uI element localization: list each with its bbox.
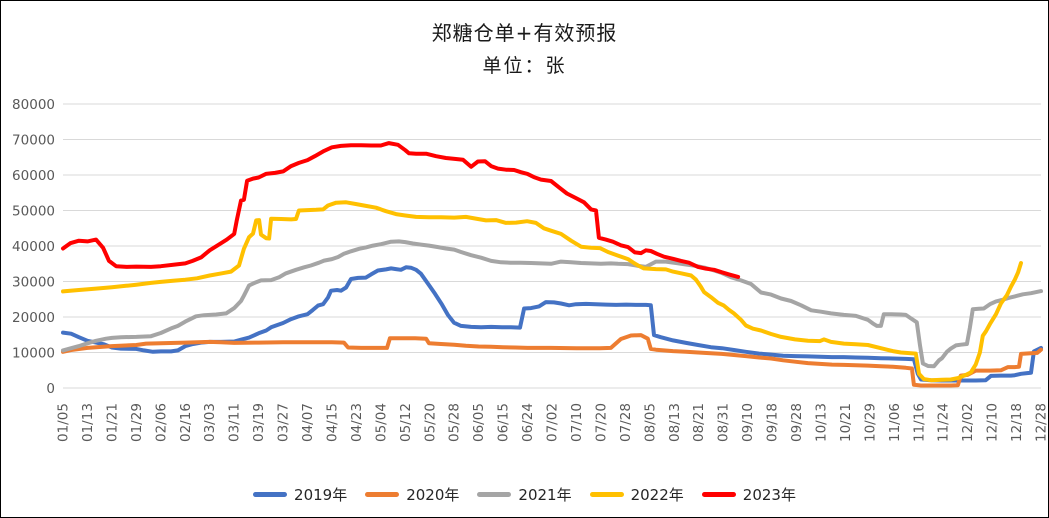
- x-axis-tick-label: 08/05: [642, 403, 658, 442]
- x-axis-tick-label: 07/28: [618, 403, 634, 442]
- x-axis-tick-label: 08/31: [716, 403, 732, 442]
- x-axis-tick-label: 04/07: [300, 403, 316, 442]
- y-axis-tick-label: 30000: [12, 275, 55, 291]
- x-axis-tick-label: 04/23: [349, 403, 365, 442]
- legend-swatch-2022: [589, 492, 624, 497]
- series-line-2020: [61, 333, 1043, 388]
- series-line-2021: [61, 239, 1043, 369]
- y-axis-tick-label: 20000: [12, 310, 55, 326]
- x-axis-tick-label: 06/24: [520, 403, 536, 442]
- x-axis-tick-label: 02/06: [153, 403, 169, 442]
- x-axis-tick-label: 05/12: [398, 403, 414, 442]
- y-axis-tick-label: 50000: [12, 204, 55, 220]
- y-axis-tick-label: 10000: [12, 346, 55, 362]
- legend-label-2023: 2023年: [742, 486, 796, 504]
- x-axis-tick-label: 11/24: [936, 403, 952, 442]
- x-axis-tick-label: 07/02: [545, 403, 561, 442]
- x-axis-tick-label: 03/11: [227, 403, 243, 442]
- legend-swatch-2020: [365, 492, 400, 497]
- x-axis-tick-label: 01/21: [104, 403, 120, 442]
- series-line-2022: [61, 200, 1023, 383]
- legend-item-2023: 2023年: [701, 484, 796, 505]
- x-axis-tick-label: 06/05: [471, 403, 487, 442]
- legend-swatch-2019: [253, 492, 288, 497]
- x-axis-tick-label: 03/19: [251, 403, 267, 442]
- x-axis-tick-label: 08/21: [691, 403, 707, 442]
- x-axis-tick-label: 05/04: [373, 403, 389, 442]
- legend-label-2020: 2020年: [406, 486, 460, 504]
- chart-subtitle: 单位：张: [482, 55, 567, 77]
- x-axis-tick-label: 01/13: [80, 403, 96, 442]
- y-axis-tick-label: 40000: [12, 239, 55, 255]
- x-axis-tick-label: 08/13: [667, 403, 683, 442]
- x-axis-tick-label: 10/21: [838, 403, 854, 442]
- legend: 2019年 2020年 2021年 2022年 2023年: [1, 484, 1048, 505]
- y-axis-tick-label: 60000: [12, 168, 55, 184]
- x-axis-tick-label: 11/16: [911, 403, 927, 442]
- x-axis-tick-label: 09/28: [789, 403, 805, 442]
- y-axis-tick-label: 80000: [12, 97, 55, 113]
- legend-swatch-2023: [701, 492, 736, 497]
- x-axis-tick-label: 09/10: [740, 403, 756, 442]
- legend-swatch-2021: [477, 492, 512, 497]
- x-axis-tick-label: 11/06: [887, 403, 903, 442]
- legend-item-2022: 2022年: [589, 484, 684, 505]
- x-axis-tick-label: 06/15: [496, 403, 512, 442]
- x-axis-tick-label: 03/27: [276, 403, 292, 442]
- y-axis-tick-label: 0: [46, 381, 55, 397]
- x-axis-tick-label: 09/18: [765, 403, 781, 442]
- x-axis-tick-label: 12/28: [1034, 403, 1049, 442]
- x-axis-tick-label: 07/10: [569, 403, 585, 442]
- x-axis-tick-label: 12/18: [1009, 403, 1025, 442]
- x-axis-tick-label: 05/20: [422, 403, 438, 442]
- x-axis-tick-label: 03/03: [202, 403, 218, 442]
- legend-label-2022: 2022年: [630, 486, 684, 504]
- legend-item-2021: 2021年: [477, 484, 572, 505]
- chart-title: 郑糖仓单+有效预报: [431, 21, 618, 45]
- legend-item-2020: 2020年: [365, 484, 459, 505]
- series-line-2019: [61, 265, 1043, 383]
- x-axis-tick-label: 12/02: [960, 403, 976, 442]
- x-axis-tick-label: 07/20: [593, 403, 609, 442]
- x-axis-tick-label: 05/28: [447, 403, 463, 442]
- x-axis-tick-label: 02/16: [178, 403, 194, 442]
- series-line-2023: [61, 141, 741, 279]
- x-axis-tick-label: 01/29: [129, 403, 145, 442]
- x-axis-tick-label: 10/13: [813, 403, 829, 442]
- legend-label-2019: 2019年: [294, 486, 348, 504]
- legend-item-2019: 2019年: [253, 484, 347, 505]
- x-axis-tick-label: 01/05: [56, 403, 72, 442]
- y-axis-tick-label: 70000: [12, 133, 55, 149]
- x-axis-tick-label: 10/29: [862, 403, 878, 442]
- x-axis-tick-label: 04/15: [324, 403, 340, 442]
- legend-label-2021: 2021年: [518, 486, 572, 504]
- x-axis-tick-label: 12/10: [985, 403, 1001, 442]
